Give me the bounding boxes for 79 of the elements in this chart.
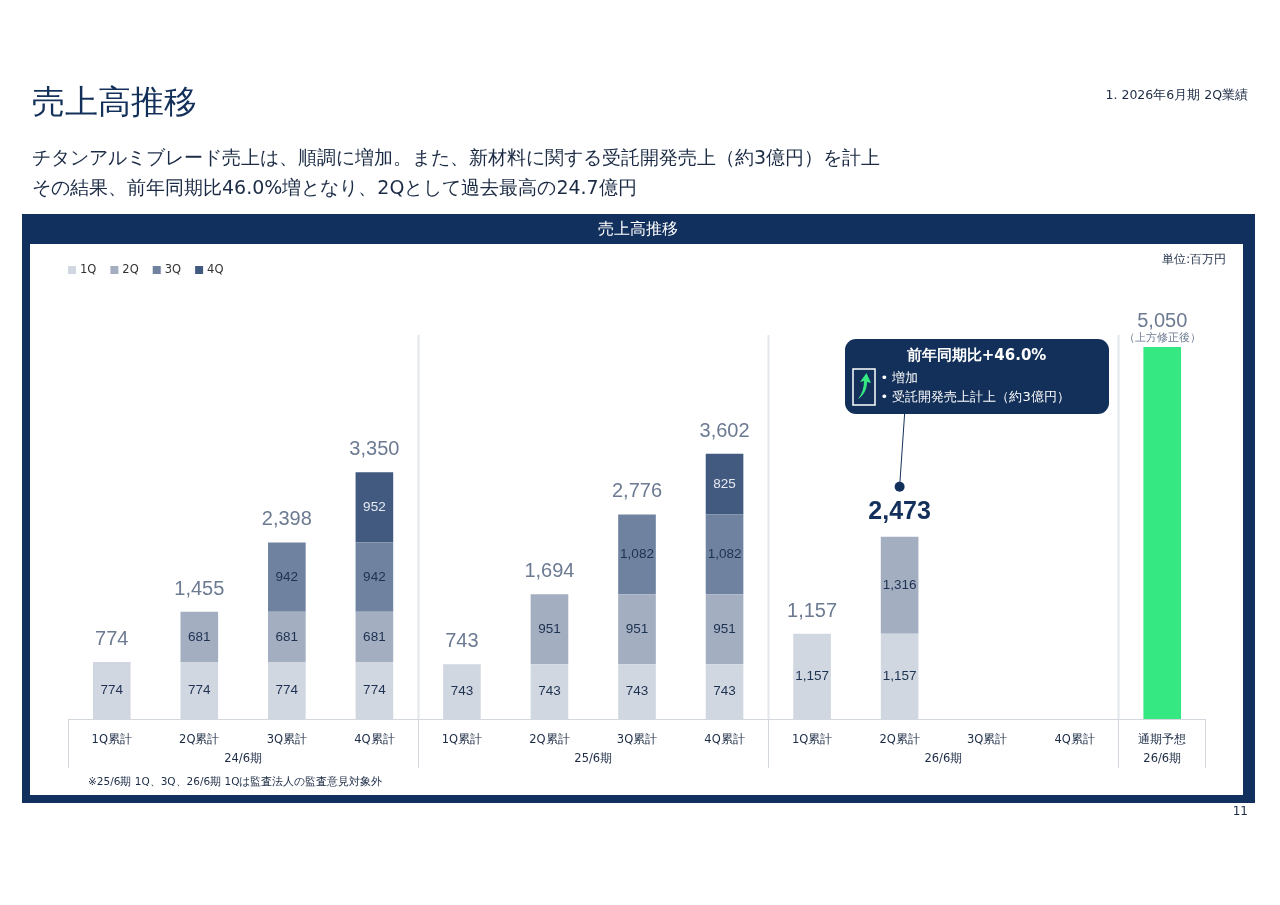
x-tick-label: 3Q累計 [266, 731, 308, 746]
data-label: 951 [625, 620, 649, 636]
data-label: 825 [713, 475, 736, 491]
data-label: 774 [188, 682, 212, 698]
total-label: 743 [445, 629, 479, 652]
data-label: 774 [100, 682, 124, 698]
data-label: 1,316 [882, 577, 917, 593]
x-tick-label: 2Q累計 [879, 731, 920, 746]
text: 単位:百万円 [1162, 252, 1226, 267]
text: 1. 2026年6月期 2Q業績 [1105, 87, 1248, 104]
total-label: 1,694 [524, 559, 575, 582]
x-tick-label: 通期予想 [1138, 731, 1187, 746]
legend-label: 2Q [122, 261, 139, 276]
data-label: 743 [625, 683, 649, 699]
bar [180, 611, 219, 662]
x-tick-label: 1Q累計 [791, 731, 833, 746]
x-tick-label: 4Q累計 [354, 731, 395, 746]
data-label: 743 [450, 683, 474, 699]
bar [268, 542, 306, 612]
bar [1143, 346, 1182, 719]
data-label: 743 [538, 683, 561, 699]
data-label: 681 [363, 628, 386, 644]
data-label: 1,082 [707, 546, 742, 562]
data-label: 951 [713, 620, 736, 636]
bar [618, 594, 656, 665]
data-label: 951 [538, 620, 561, 636]
data-label: 774 [363, 682, 387, 698]
data-label: 681 [188, 628, 211, 644]
legend-label: 3Q [164, 261, 182, 276]
chart-title: 売上高推移 [598, 219, 678, 240]
data-label: 681 [275, 628, 299, 644]
legend-label: 1Q [80, 261, 97, 276]
text: 24/6期 [224, 750, 262, 765]
bar [268, 611, 306, 662]
text: 11 [1232, 804, 1248, 818]
total-label: 2,473 [868, 495, 931, 524]
data-label: 1,082 [620, 546, 654, 562]
x-tick-label: 4Q累計 [704, 731, 745, 746]
legend-label: 4Q [207, 261, 224, 276]
data-label: 952 [363, 499, 386, 515]
bar [880, 536, 919, 634]
bar [355, 611, 394, 662]
bar [530, 594, 569, 665]
data-label: 942 [363, 568, 386, 584]
bar [355, 542, 394, 612]
total-label: 3,350 [349, 437, 400, 460]
data-label: 942 [275, 568, 299, 584]
total-label: 1,157 [787, 598, 838, 621]
x-tick-label: 2Q累計 [529, 731, 570, 746]
bar [705, 453, 744, 515]
text: 売上高推移 [32, 81, 197, 123]
total-label: 774 [95, 626, 129, 649]
bar [705, 594, 744, 665]
chart-subtitle: チタンアルミブレード売上は、順調に増加。また、新材料に関する受託開発売上（約3億円）を計上その結果、前年同期比46.0%増となり、2Qとして過去最高の24.7億円 [32, 145, 882, 200]
annotation: （上方修正後） [1123, 330, 1201, 343]
bar [355, 472, 394, 543]
x-tick-label: 3Q累計 [966, 731, 1008, 746]
data-label: 774 [275, 682, 299, 698]
text: ※25/6期 1Q、3Q、26/6期 1Qは監査法人の監査意見対象外 [88, 775, 383, 789]
text: 26/6期 [924, 750, 963, 765]
x-tick-label: 2Q累計 [179, 731, 220, 746]
total-label: 2,398 [261, 507, 312, 530]
bar [705, 514, 744, 595]
total-label: 3,602 [699, 418, 750, 441]
callout-box: 前年同期比+46.0% • 増加 • 受託開発売上計上（約3億円） [844, 338, 1109, 414]
data-label: 743 [713, 683, 736, 699]
x-tick-label: 1Q累計 [441, 731, 483, 746]
annotation: 前年同期比+46.0% • 増加 • 受託開発売上計上（約3億円） [879, 344, 1071, 406]
total-label: 1,455 [174, 576, 225, 599]
data-label: 1,157 [882, 668, 917, 684]
x-tick-label: 1Q累計 [91, 731, 132, 746]
data-label: 1,157 [795, 668, 829, 684]
x-tick-label: 4Q累計 [1054, 731, 1095, 746]
text: 25/6期 [574, 750, 613, 765]
x-tick-label: 3Q累計 [616, 731, 658, 746]
bar [618, 514, 656, 595]
total-label: 2,776 [611, 479, 663, 502]
text: 26/6期 [1143, 750, 1182, 765]
total-label: 5,050 [1137, 308, 1188, 331]
